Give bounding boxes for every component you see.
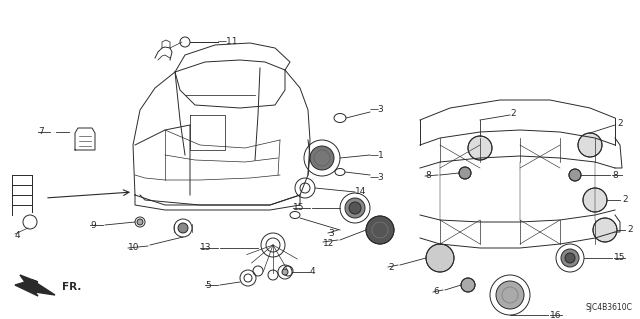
Text: 7: 7 [38, 128, 44, 137]
Text: —3: —3 [370, 174, 385, 182]
Circle shape [461, 278, 475, 292]
Circle shape [310, 146, 334, 170]
Circle shape [496, 281, 524, 309]
Circle shape [282, 269, 288, 275]
Circle shape [583, 188, 607, 212]
Text: 2: 2 [622, 196, 628, 204]
Circle shape [468, 136, 492, 160]
Text: 6: 6 [433, 287, 439, 296]
Circle shape [561, 249, 579, 267]
Text: 13: 13 [200, 243, 211, 253]
Circle shape [178, 223, 188, 233]
Circle shape [578, 133, 602, 157]
Text: 4: 4 [310, 268, 316, 277]
Text: 15: 15 [614, 254, 625, 263]
Text: 2: 2 [388, 263, 394, 271]
Text: 16: 16 [550, 310, 561, 319]
Circle shape [426, 244, 454, 272]
Circle shape [569, 169, 581, 181]
Text: FR.: FR. [62, 282, 81, 292]
Text: SJC4B3610C: SJC4B3610C [585, 303, 632, 312]
Circle shape [366, 216, 394, 244]
Circle shape [565, 253, 575, 263]
Text: 14: 14 [355, 188, 366, 197]
Text: 8: 8 [612, 170, 618, 180]
Text: —11: —11 [218, 38, 239, 47]
Text: 8: 8 [425, 172, 431, 181]
Polygon shape [15, 275, 55, 296]
Text: 2: 2 [617, 118, 623, 128]
Text: 10: 10 [128, 243, 140, 253]
Circle shape [137, 219, 143, 225]
Text: —3: —3 [370, 106, 385, 115]
Text: 12: 12 [323, 239, 334, 248]
Text: —1: —1 [370, 151, 385, 160]
Circle shape [593, 218, 617, 242]
Text: 4: 4 [15, 231, 20, 240]
Text: 15: 15 [293, 204, 305, 212]
Text: 3: 3 [328, 229, 333, 239]
Text: 5: 5 [205, 280, 211, 290]
Circle shape [349, 202, 361, 214]
Text: 9: 9 [90, 220, 96, 229]
Circle shape [345, 198, 365, 218]
Text: 2: 2 [510, 108, 516, 117]
Text: 2: 2 [627, 226, 632, 234]
Circle shape [459, 167, 471, 179]
